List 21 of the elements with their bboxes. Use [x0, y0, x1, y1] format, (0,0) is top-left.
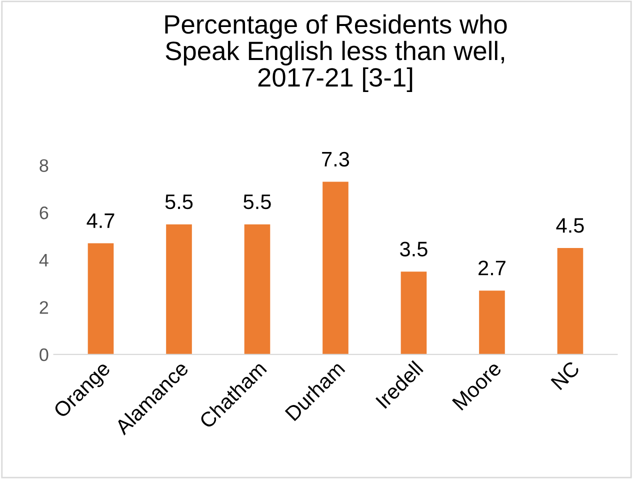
data-label: 3.5: [400, 242, 428, 256]
y-tick-label: 4: [39, 254, 48, 266]
data-label: 4.7: [86, 214, 114, 228]
data-label: 5.5: [244, 194, 271, 210]
y-tick-label: 2: [40, 301, 48, 314]
y-tick-label: 0: [40, 348, 48, 362]
bar: [244, 224, 270, 354]
data-label: 2.7: [478, 260, 506, 276]
bar: [557, 248, 584, 354]
data-label: 5.5: [165, 194, 193, 210]
x-tick-label: NC: [550, 360, 580, 390]
data-label: 7.3: [322, 152, 350, 167]
y-tick-label: 8: [40, 159, 48, 172]
chart-title: Percentage of Residents who Speak English less than well, 2017-21 [3-1]: [165, 14, 507, 92]
y-tick-label: 6: [40, 206, 48, 220]
bar: [166, 224, 192, 354]
data-label: 4.5: [556, 218, 584, 233]
bar: [322, 182, 348, 354]
bar: [479, 290, 505, 354]
bar: [400, 272, 427, 354]
bar: [88, 243, 114, 354]
